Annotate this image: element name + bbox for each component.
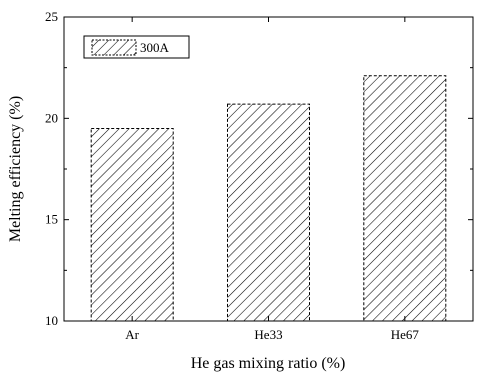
bar-he67: [363, 75, 447, 322]
y-axis-ticks: 10 15 20 25: [45, 9, 473, 328]
bar-ar: [90, 128, 174, 322]
bars-group: [90, 75, 447, 322]
x-tick-label: Ar: [125, 327, 139, 342]
bar-he33: [227, 103, 310, 322]
y-tick-label: 15: [45, 212, 58, 227]
x-axis-ticks: Ar He33 He67: [125, 17, 419, 342]
y-axis-label: Melting efficiency (%): [7, 96, 24, 242]
x-tick-label: He67: [391, 327, 420, 342]
x-tick-label: He33: [254, 327, 282, 342]
y-tick-label: 20: [45, 110, 58, 125]
legend: 300A: [83, 35, 190, 59]
x-axis-label: He gas mixing ratio (%): [191, 355, 346, 372]
legend-swatch: [91, 39, 137, 56]
y-tick-label: 25: [45, 9, 58, 24]
y-tick-label: 10: [45, 313, 58, 328]
legend-label: 300A: [140, 40, 170, 55]
